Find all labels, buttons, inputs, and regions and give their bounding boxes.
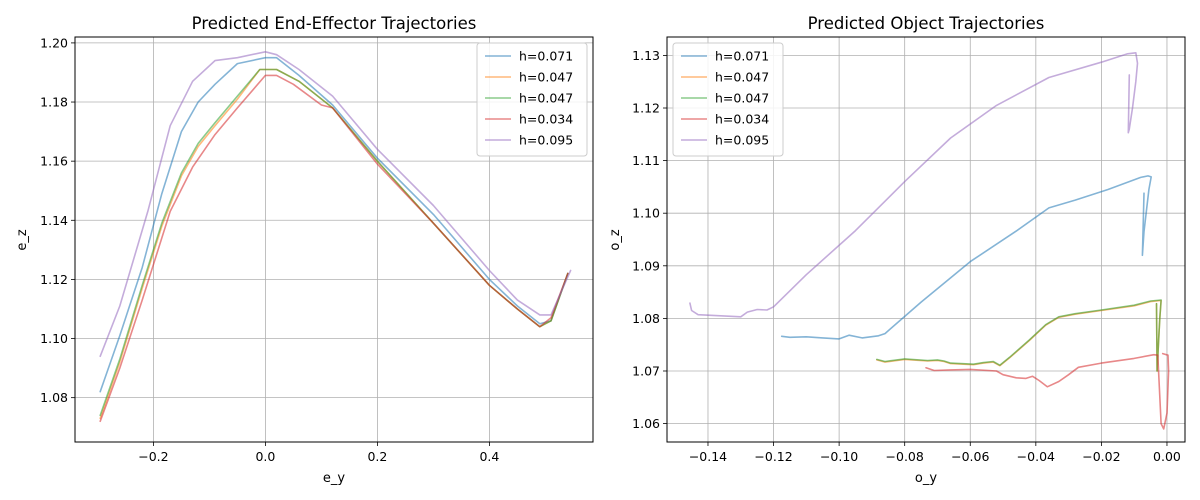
x-tick-label: −0.14: [689, 449, 727, 464]
y-tick-label: 1.09: [632, 258, 660, 273]
y-tick-label: 1.18: [40, 95, 68, 110]
y-tick-label: 1.08: [632, 311, 660, 326]
legend-label: h=0.034: [715, 112, 769, 127]
series-line-5: [99, 50, 572, 358]
x-tick-label: −0.2: [138, 449, 168, 464]
plot-frame: [666, 36, 1186, 443]
plot-title: Predicted Object Trajectories: [808, 14, 1045, 33]
legend-box: [672, 42, 784, 157]
legend: h=0.071 h=0.047 h=0.047 h=0.034 h=0.095: [476, 42, 588, 157]
x-tick-label: −0.08: [886, 449, 924, 464]
plot-title: Predicted End-Effector Trajectories: [192, 14, 477, 33]
y-tick-label: 1.14: [40, 213, 68, 228]
y-tick-label: 1.20: [40, 35, 68, 50]
y-tick-label: 1.10: [40, 331, 68, 346]
series-group: [689, 51, 1170, 430]
series-line-1: [99, 56, 569, 393]
series-line-4: [99, 74, 569, 423]
legend-label: h=0.047: [519, 70, 573, 85]
x-tick-label: −0.10: [820, 449, 858, 464]
series-line-3: [875, 299, 1162, 372]
y-tick-label: 1.10: [632, 206, 660, 221]
x-tick-label: −0.12: [754, 449, 792, 464]
y-tick-label: 1.07: [632, 363, 660, 378]
x-axis-label: o_y: [915, 471, 937, 486]
y-axis-label: e_z: [15, 229, 30, 250]
legend-label: h=0.095: [715, 133, 769, 148]
y-tick-label: 1.13: [632, 48, 660, 63]
tick-group: −0.14 −0.12 −0.10 −0.08 −0.06 −0.04 −0.02 0.00 1…: [632, 48, 1181, 464]
x-axis-label: e_y: [323, 471, 345, 486]
x-tick-label: −0.02: [1082, 449, 1120, 464]
y-tick-label: 1.12: [40, 272, 68, 287]
subplot-object: Predicted Object Trajectories −0.14 −0.12…: [608, 14, 1186, 486]
y-tick-label: 1.12: [632, 101, 660, 116]
legend-box: [476, 42, 588, 157]
y-axis-label: o_z: [608, 229, 623, 250]
subplot-end-effector: Predicted End-Effector Trajectories −0.2…: [15, 14, 594, 486]
plot-frame: [74, 36, 594, 443]
x-tick-label: 0.00: [1153, 449, 1181, 464]
legend-label: h=0.095: [519, 133, 573, 148]
series-line-4: [925, 352, 1170, 430]
y-tick-label: 1.06: [632, 416, 660, 431]
legend: h=0.071 h=0.047 h=0.047 h=0.034 h=0.095: [672, 42, 784, 157]
legend-label: h=0.071: [519, 49, 573, 64]
legend-label: h=0.034: [519, 112, 573, 127]
legend-label: h=0.047: [519, 91, 573, 106]
y-tick-label: 1.16: [40, 154, 68, 169]
x-tick-label: −0.04: [1017, 449, 1055, 464]
series-group: [99, 50, 572, 423]
y-tick-label: 1.08: [40, 390, 68, 405]
y-tick-label: 1.11: [632, 153, 660, 168]
legend-label: h=0.047: [715, 91, 769, 106]
x-tick-label: 0.4: [479, 449, 499, 464]
legend-label: h=0.047: [715, 70, 769, 85]
x-tick-label: 0.0: [255, 449, 275, 464]
series-line-5: [689, 51, 1139, 318]
tick-group: −0.2 0.0 0.2 0.4 1.08 1.10 1.12 1.14 1.16 1.18 1.2…: [40, 35, 499, 464]
legend-label: h=0.071: [715, 49, 769, 64]
x-tick-label: −0.06: [951, 449, 989, 464]
x-tick-label: 0.2: [367, 449, 387, 464]
series-line-1: [780, 175, 1152, 340]
